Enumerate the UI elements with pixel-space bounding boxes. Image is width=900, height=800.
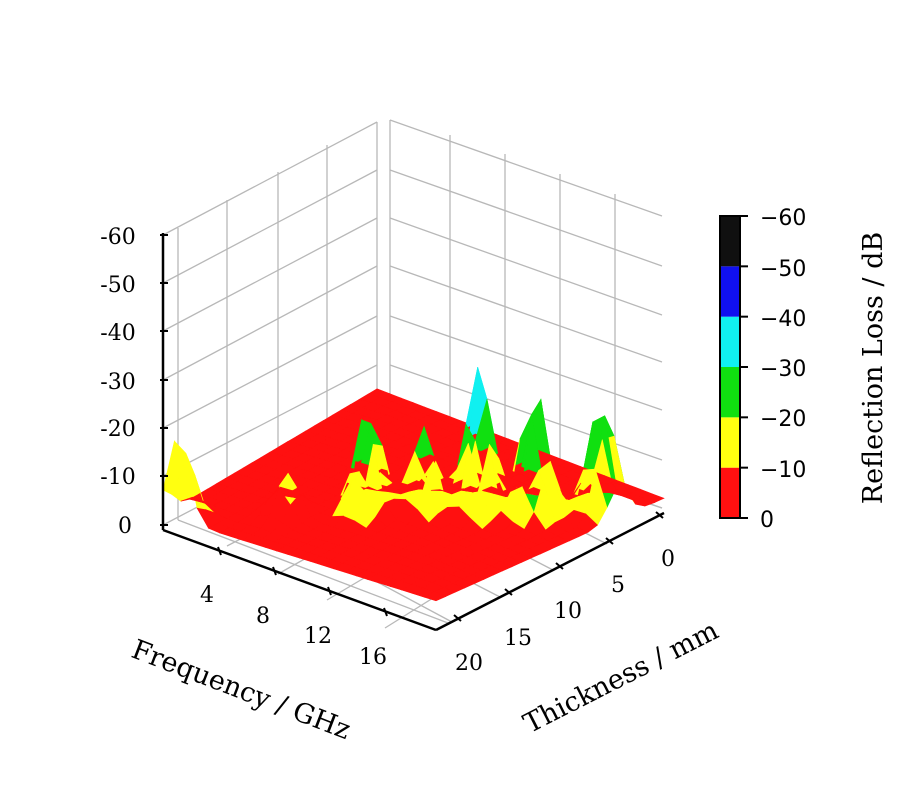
z-tick-label: -40 [100,321,135,346]
y-tick-label: 5 [611,573,625,598]
x-axis [162,528,437,632]
back-grid-left [162,121,378,526]
colorbar-label: Reflection Loss / dB [858,232,889,504]
x-tick-label: 12 [304,624,332,649]
colorbar-segment [720,467,740,518]
colorbar-segment [720,216,740,267]
colorbar-segment [720,367,740,418]
colorbar [719,215,748,519]
y-tick-label: 20 [455,651,483,676]
z-tick-label: -30 [100,370,135,395]
x-tick-label: 4 [200,583,214,608]
tick-marks [160,234,664,622]
axis-tick [504,588,513,596]
surface-facet [423,591,447,602]
z-tick-labels: 0 -10 -20 -30 -40 -50 -60 [100,225,135,539]
x-axis-label: Frequency / GHz [127,634,354,746]
x-tick-label: 8 [256,604,270,629]
surface-facet [632,497,656,507]
axis-tick [383,607,388,617]
axis-tick [327,586,332,596]
axis-tick [605,537,614,545]
surface-facet [430,489,452,495]
axis-tick [655,511,664,519]
colorbar-tick-label: −20 [760,407,806,432]
colorbar-tick-label: −30 [760,357,806,382]
z-tick-label: -20 [100,417,135,442]
y-tick-label: 15 [504,626,532,651]
colorbar-tick-label: −50 [760,257,806,282]
colorbar-segment [720,316,740,367]
x-tick-label: 16 [359,645,387,670]
x-tick-labels: 4 8 12 16 [200,583,387,670]
axis-tick [217,546,222,556]
colorbar-segment [720,417,740,468]
axis-tick [555,562,564,570]
y-tick-labels: 0 5 10 15 20 [455,547,675,676]
axis-tick [272,566,277,576]
surface-plot [162,367,665,602]
y-tick-label: 10 [554,599,582,624]
y-tick-label: 0 [661,547,675,572]
surface-facet [451,488,473,495]
z-tick-label: -10 [100,465,135,490]
z-tick-label: -60 [100,225,135,250]
surface-facet [389,489,411,495]
z-tick-label: -50 [100,273,135,298]
y-axis-label: Thickness / mm [519,615,724,740]
colorbar-tick-label: −60 [760,206,806,231]
colorbar-tick-labels: 0 −10 −20 −30 −40 −50 −60 [760,206,806,533]
colorbar-segment [720,266,740,317]
y-axis [435,511,665,632]
colorbar-tick-label: −40 [760,307,806,332]
colorbar-tick-label: 0 [760,508,774,533]
colorbar-tick-label: −10 [760,458,806,483]
axis-tick [453,614,462,622]
z-tick-label: 0 [118,514,132,539]
